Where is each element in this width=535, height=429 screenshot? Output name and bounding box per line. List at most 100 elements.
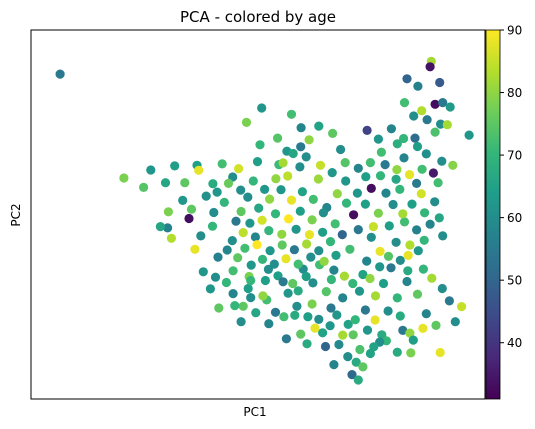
data-point-12 [422, 115, 432, 125]
data-point-159 [318, 227, 328, 237]
data-point-64 [184, 213, 194, 224]
data-point-243 [315, 160, 326, 170]
data-point-88 [405, 328, 415, 338]
data-point-255 [399, 133, 409, 144]
data-point-5 [435, 77, 445, 88]
data-point-87 [398, 325, 408, 335]
data-point-98 [318, 328, 328, 338]
data-point-203 [418, 264, 428, 274]
colorbar-tick-label-80: 80 [507, 86, 522, 100]
data-point-232 [338, 330, 348, 340]
data-point-84 [362, 325, 373, 335]
data-point-239 [450, 317, 460, 327]
data-point-72 [210, 272, 221, 282]
data-point-130 [388, 199, 398, 210]
data-point-217 [292, 301, 302, 311]
data-point-269 [301, 271, 311, 282]
data-point-211 [383, 306, 393, 316]
data-point-42 [252, 157, 263, 167]
data-point-194 [375, 262, 385, 272]
data-point-240 [278, 158, 288, 168]
data-point-191 [329, 265, 339, 275]
data-point-32 [399, 153, 409, 163]
data-point-137 [381, 188, 391, 198]
data-point-177 [319, 256, 329, 266]
data-point-131 [398, 209, 408, 219]
colorbar-ticks: 40 50 60 70 80 90 [500, 24, 522, 350]
data-point-22 [328, 128, 338, 138]
data-point-160 [304, 230, 315, 240]
data-point-174 [325, 237, 336, 247]
data-point-228 [281, 334, 291, 344]
data-point-123 [399, 217, 410, 227]
data-point-256 [386, 124, 396, 134]
data-point-140 [341, 198, 352, 208]
data-point-272 [246, 293, 256, 303]
data-point-67 [166, 233, 176, 243]
data-point-118 [366, 232, 376, 242]
data-point-2 [425, 62, 435, 72]
data-point-251 [417, 164, 427, 174]
data-point-241 [288, 148, 298, 159]
data-point-200 [425, 219, 435, 229]
colorbar-tick-label-50: 50 [507, 274, 522, 288]
data-point-147 [265, 194, 275, 204]
data-point-15 [257, 103, 267, 113]
data-point-77 [270, 307, 281, 317]
data-point-186 [260, 275, 270, 286]
data-point-126 [353, 225, 363, 235]
data-point-146 [276, 185, 286, 195]
data-point-74 [238, 301, 248, 311]
data-point-161 [291, 224, 301, 234]
data-point-115 [362, 256, 372, 266]
data-point-215 [332, 310, 342, 320]
colorbar-tick-label-70: 70 [507, 149, 522, 163]
data-point-69 [155, 222, 165, 232]
data-point-248 [380, 160, 390, 170]
data-point-121 [405, 240, 415, 250]
data-point-114 [386, 263, 396, 273]
data-point-219 [264, 319, 274, 329]
data-point-100 [273, 271, 283, 281]
data-point-47 [341, 176, 351, 186]
data-point-80 [314, 314, 324, 324]
data-point-113 [403, 266, 413, 276]
data-point-35 [146, 165, 156, 175]
data-point-261 [248, 176, 258, 186]
data-point-158 [330, 219, 340, 229]
data-point-8 [438, 98, 448, 108]
data-point-52 [433, 178, 443, 188]
x-axis-label: PC1 [243, 405, 266, 419]
data-point-265 [119, 173, 129, 183]
data-point-274 [329, 360, 339, 370]
data-point-204 [427, 273, 437, 283]
data-point-138 [366, 183, 376, 193]
data-point-94 [351, 357, 361, 367]
data-point-107 [354, 286, 365, 296]
data-point-262 [236, 185, 246, 195]
data-point-53 [160, 178, 171, 188]
data-point-57 [219, 197, 229, 207]
data-point-48 [361, 172, 371, 182]
data-point-167 [240, 243, 250, 253]
data-point-260 [260, 184, 270, 194]
data-point-117 [345, 244, 355, 254]
data-point-13 [436, 119, 446, 129]
data-point-209 [431, 320, 441, 330]
data-point-34 [448, 160, 458, 170]
plot-frame [30, 29, 486, 400]
colorbar-tick-label-40: 40 [507, 336, 522, 350]
data-point-36 [170, 161, 180, 171]
data-point-44 [283, 171, 293, 181]
data-point-172 [302, 239, 312, 249]
data-point-144 [297, 187, 307, 197]
data-point-60 [186, 204, 197, 214]
data-point-230 [310, 323, 320, 333]
data-point-29 [410, 133, 420, 143]
data-point-218 [279, 312, 289, 322]
data-point-238 [435, 347, 445, 358]
data-point-233 [320, 341, 331, 352]
data-point-134 [430, 197, 440, 207]
data-point-24 [255, 140, 265, 150]
data-point-259 [271, 174, 281, 184]
